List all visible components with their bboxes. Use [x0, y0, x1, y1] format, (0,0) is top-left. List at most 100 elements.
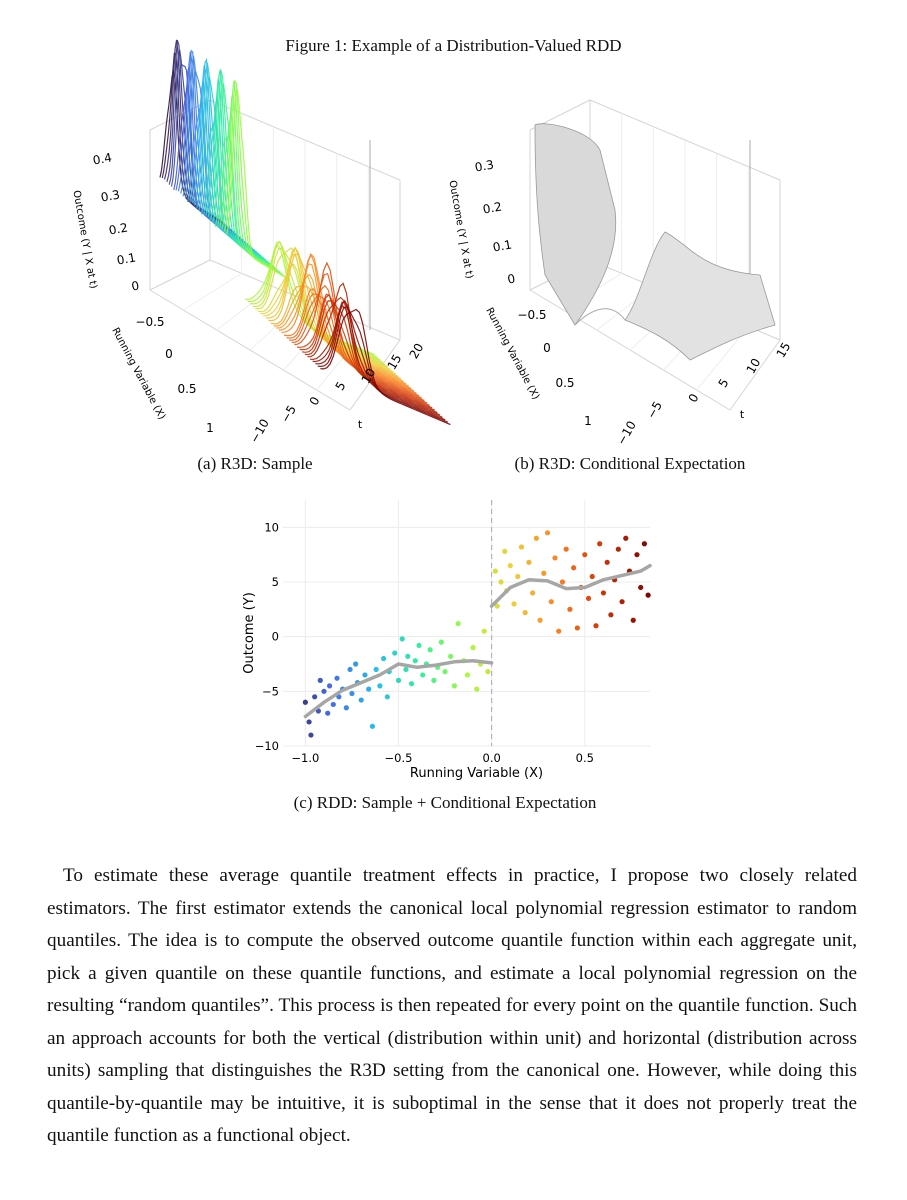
scatter-point: [600, 590, 607, 596]
scatter-point: [455, 620, 461, 627]
scatter-point: [306, 719, 312, 725]
scatter-point: [347, 666, 353, 673]
z-tick-label: 0.2: [108, 221, 129, 238]
scatter-point: [377, 683, 383, 689]
t-tick-label: 15: [774, 340, 794, 360]
x-axis-title: Running Variable (X): [410, 766, 543, 781]
t-axis-title: t: [740, 408, 745, 421]
scatter-point: [403, 666, 409, 673]
x-tick-label: 1: [584, 414, 592, 428]
caption: (c) RDD: Sample + Conditional Expectatio…: [293, 793, 597, 812]
t-tick-label: 0: [307, 394, 323, 408]
scatter-point: [317, 677, 323, 684]
x-tick-label: 1: [206, 421, 214, 435]
x-tick-label: 0.5: [555, 376, 574, 390]
scatter-point: [541, 570, 547, 576]
t-tick-label: 15: [385, 352, 405, 372]
z-axis-title: Outcome (Y | X at t): [70, 190, 98, 290]
panel-a: 0.40.30.20.10−0.500.51 −10−505 101520Outco…: [70, 39, 451, 445]
scatter-point: [420, 672, 426, 678]
x-tick-label: 0.5: [177, 382, 196, 396]
z-tick-label: 0.1: [116, 251, 137, 268]
scatter-point: [593, 623, 599, 629]
scatter-point: [526, 559, 532, 565]
panel-c: −10 −5 0 5 10 −1.0 −0.5 0.0 0.5 Running Variable …: [242, 500, 652, 781]
density-curve: [320, 308, 451, 426]
caption: (b) R3D: Conditional Expectation: [514, 454, 746, 473]
scatter-point: [412, 658, 418, 664]
scatter-point: [522, 610, 528, 616]
scatter-point: [619, 599, 625, 605]
scatter-point: [530, 590, 536, 596]
scatter-point: [498, 579, 504, 585]
scatter-point: [589, 573, 595, 580]
scatter-point: [537, 617, 543, 623]
y-tick-label: 0: [272, 630, 279, 644]
grid-line-3d: [316, 326, 369, 391]
x-tick-label: −0.5: [517, 308, 546, 322]
scatter-point: [563, 546, 569, 552]
figure-title: Figure 1: Example of a Distribution-Valu…: [285, 36, 622, 55]
scatter-point: [442, 669, 448, 675]
t-tick-label: 10: [744, 356, 764, 376]
scatter-point: [544, 530, 551, 536]
plot-area: [283, 500, 650, 746]
t-axis-title: t: [358, 418, 363, 431]
scatter-point: [492, 568, 498, 574]
z-tick-label: 0.3: [100, 188, 121, 205]
y-tick-label: 10: [264, 520, 279, 534]
scatter-point: [585, 595, 592, 602]
x-tick-label: −1.0: [291, 751, 319, 765]
scatter-point: [548, 599, 554, 605]
scatter-point: [431, 677, 437, 684]
scatter-point: [321, 688, 327, 694]
y-tick-label: 5: [272, 575, 279, 589]
z-tick-label: 0: [506, 272, 516, 287]
scatter-point: [366, 686, 372, 692]
surface: [534, 123, 617, 326]
z-tick-label: 0.3: [474, 158, 495, 175]
scatter-point: [604, 559, 610, 565]
t-tick-label: −5: [644, 399, 665, 421]
t-tick-label: 5: [333, 379, 349, 393]
scatter-point: [507, 563, 513, 569]
scatter-point: [515, 573, 521, 580]
surface: [624, 231, 776, 361]
scatter-point: [384, 694, 390, 700]
x-tick-label: 0.0: [483, 751, 501, 765]
z-tick-label: 0.4: [92, 151, 113, 168]
scatter-point: [380, 655, 387, 662]
x-tick-label: 0: [165, 347, 173, 361]
x-tick-label: 0.5: [576, 751, 594, 765]
scatter-point: [312, 694, 318, 700]
scatter-point: [464, 672, 471, 678]
scatter-point: [571, 565, 577, 571]
scatter-point: [362, 672, 368, 678]
scatter-point: [369, 723, 376, 729]
scatter-point: [634, 552, 640, 558]
scatter-point: [533, 535, 539, 541]
scatter-point: [641, 541, 648, 547]
scatter-point: [349, 690, 355, 697]
scatter-point: [448, 653, 454, 659]
z-axis-title: Outcome (Y | X at t): [446, 180, 474, 280]
grid-line-3d: [183, 272, 242, 311]
t-tick-label: 5: [716, 376, 732, 390]
scatter-point: [567, 606, 573, 612]
scatter-point: [502, 548, 508, 554]
scatter-point: [470, 645, 476, 651]
x-tick-label: −0.5: [385, 751, 413, 765]
scatter-point: [326, 683, 333, 689]
x-tick-label: −0.5: [135, 315, 164, 329]
scatter-point: [334, 675, 340, 681]
axis-edge: [149, 259, 211, 291]
y-tick-label: −10: [255, 739, 279, 753]
z-tick-label: 0.2: [482, 200, 503, 217]
scatter-point: [518, 544, 525, 550]
scatter-point: [615, 546, 621, 552]
grid-line-3d: [249, 299, 306, 351]
t-tick-label: −10: [614, 419, 639, 448]
scatter-point: [330, 701, 336, 708]
t-tick-label: 10: [359, 366, 379, 386]
scatter-point: [399, 636, 405, 642]
